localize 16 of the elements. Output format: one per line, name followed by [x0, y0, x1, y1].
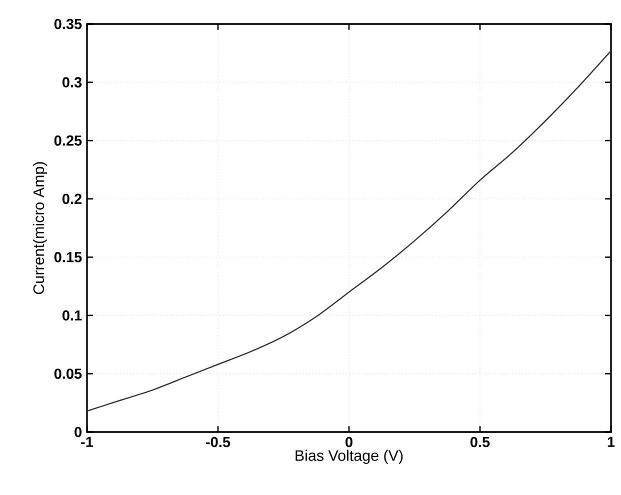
x-tick-label: 1 — [608, 436, 615, 447]
y-tick-label: 0.2 — [62, 194, 82, 204]
x-tick-label: 0.5 — [470, 436, 490, 448]
y-tick-label: 0.1 — [62, 310, 82, 321]
x-tick-label: -0.5 — [206, 436, 230, 448]
y-tick-label: 0 — [74, 426, 82, 438]
y-tick-label: 0.3 — [62, 77, 82, 88]
y-tick-label: 0.35 — [54, 18, 82, 30]
x-axis-title: Bias Voltage (V) — [296, 450, 403, 464]
y-tick-label: 0.15 — [54, 252, 82, 262]
y-tick-label: 0.25 — [54, 135, 82, 146]
y-axis-title: Current(micro Amp) — [32, 162, 48, 294]
y-tick-label: 0.05 — [54, 368, 82, 379]
line-series — [87, 50, 612, 412]
x-tick-label: -1 — [81, 436, 94, 447]
x-tick-label: 0 — [346, 436, 352, 448]
